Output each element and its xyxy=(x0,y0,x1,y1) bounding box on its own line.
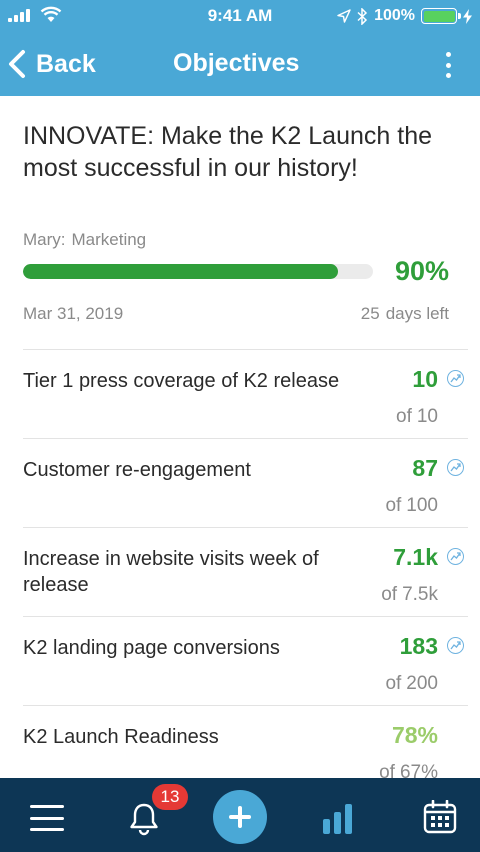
key-results-list: Tier 1 press coverage of K2 release 10 o… xyxy=(0,349,480,779)
key-result-value: 183 xyxy=(399,633,438,659)
bluetooth-icon xyxy=(357,7,368,25)
charging-bolt-icon xyxy=(463,8,472,24)
location-arrow-icon xyxy=(337,9,351,23)
key-result-target-value: 10 xyxy=(416,406,438,427)
notification-badge: 13 xyxy=(152,784,188,810)
key-result-target-of: of xyxy=(385,673,402,694)
status-bar: 9:41 AM 100% xyxy=(0,0,480,32)
key-result-name: Increase in website visits week of relea… xyxy=(23,548,319,596)
menu-icon[interactable] xyxy=(30,805,64,831)
key-result-row[interactable]: Tier 1 press coverage of K2 release 10 o… xyxy=(23,349,468,438)
key-result-target-value: 67% xyxy=(399,762,438,779)
key-result-target: of 67% xyxy=(379,762,438,779)
key-result-target-of: of xyxy=(385,495,402,516)
more-vertical-icon[interactable] xyxy=(438,48,458,82)
trend-icon[interactable] xyxy=(447,370,464,387)
key-result-row[interactable]: K2 landing page conversions 183 of 200 xyxy=(23,616,468,705)
page-title: Objectives xyxy=(173,49,300,77)
trend-icon[interactable] xyxy=(447,637,464,654)
key-result-target-of: of xyxy=(379,762,395,779)
key-result-target-of: of xyxy=(381,584,398,605)
owner-team: Marketing xyxy=(71,230,147,249)
chart-icon[interactable] xyxy=(320,802,354,834)
key-result-row[interactable]: Increase in website visits week of relea… xyxy=(23,527,468,616)
key-result-target-value: 100 xyxy=(406,495,438,516)
add-button[interactable] xyxy=(213,790,267,844)
key-result-value: 78% xyxy=(391,722,438,748)
key-result-name: K2 Launch Readiness xyxy=(23,726,219,748)
objective-progress-bar xyxy=(23,264,373,279)
wifi-icon xyxy=(40,6,62,22)
objective-owner: Mary: Marketing xyxy=(23,230,146,250)
battery-icon xyxy=(421,8,461,24)
objective-due-date: Mar 31, 2019 xyxy=(23,304,124,323)
battery-percent: 100% xyxy=(374,7,415,24)
key-result-target-of: of xyxy=(396,406,412,427)
back-button[interactable]: Back xyxy=(6,44,96,84)
chevron-left-icon xyxy=(9,50,25,78)
signal-icon xyxy=(8,9,36,22)
days-left-label: days left xyxy=(385,304,449,323)
bell-icon[interactable] xyxy=(126,800,162,836)
key-result-target: of 100 xyxy=(385,495,438,517)
key-result-value: 7.1k xyxy=(393,544,438,570)
back-label: Back xyxy=(36,49,96,78)
days-left: 25 days left xyxy=(361,304,449,324)
objective-title: INNOVATE: Make the K2 Launch the most su… xyxy=(23,122,432,182)
objective-progress-percent: 90% xyxy=(394,256,449,286)
owner-name: Mary: xyxy=(23,230,66,249)
status-time: 9:41 AM xyxy=(207,6,273,25)
key-result-row[interactable]: K2 Launch Readiness 78% of 67% xyxy=(23,705,468,779)
trend-icon[interactable] xyxy=(447,548,464,565)
key-result-name: K2 landing page conversions xyxy=(23,637,280,659)
days-left-count: 25 xyxy=(360,304,380,323)
key-result-target-value: 7.5k xyxy=(402,584,438,605)
key-result-target: of 10 xyxy=(396,406,438,428)
key-result-target-value: 200 xyxy=(406,673,438,694)
app-header: 9:41 AM 100% Back Objectives xyxy=(0,0,480,96)
key-result-target: of 200 xyxy=(385,673,438,695)
key-result-row[interactable]: Customer re-engagement 87 of 100 xyxy=(23,438,468,527)
key-result-name: Customer re-engagement xyxy=(23,459,251,481)
key-result-name: Tier 1 press coverage of K2 release xyxy=(23,370,340,392)
key-result-target: of 7.5k xyxy=(381,584,438,606)
key-result-value: 10 xyxy=(412,366,438,392)
nav-bar: Back Objectives xyxy=(0,32,480,96)
key-result-value: 87 xyxy=(412,455,438,481)
trend-icon[interactable] xyxy=(447,459,464,476)
objective-progress-fill xyxy=(23,264,338,279)
calendar-icon[interactable] xyxy=(423,800,457,834)
